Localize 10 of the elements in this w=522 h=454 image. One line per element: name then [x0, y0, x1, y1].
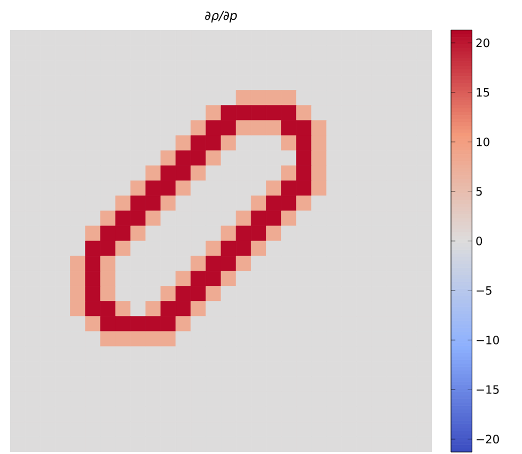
color-bar-label: −10	[476, 336, 499, 344]
color-bar-label: −20	[476, 434, 499, 444]
color-bar-label: −15	[476, 385, 499, 394]
color-bar-label: 20	[476, 38, 490, 48]
color-bar-label: 15	[476, 88, 490, 97]
chart-title: ∂ρ/∂p	[205, 10, 237, 23]
color-bar-label: 5	[476, 187, 482, 196]
color-bar-label: 0	[476, 236, 482, 246]
color-bar-label: 10	[476, 138, 490, 146]
color-bar-label: −5	[476, 286, 492, 295]
